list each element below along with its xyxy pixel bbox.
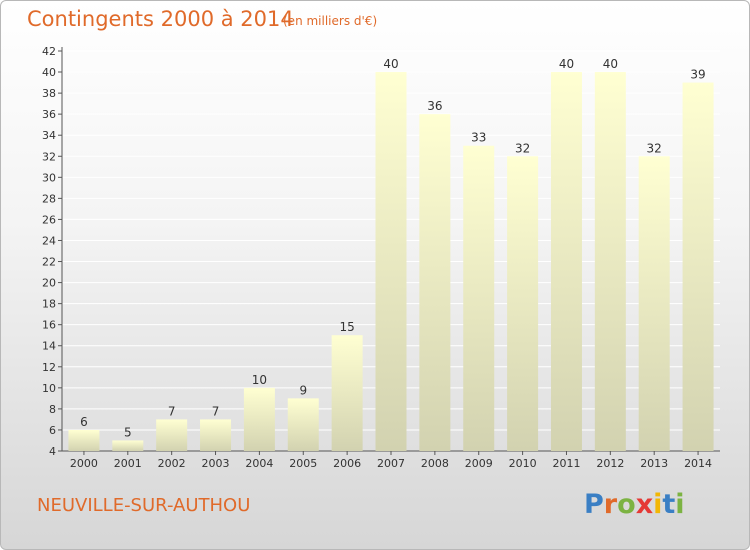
bar-2002 bbox=[156, 419, 188, 451]
x-tick-label: 2013 bbox=[640, 457, 668, 470]
y-tick-label: 26 bbox=[42, 213, 56, 226]
y-tick-label: 22 bbox=[42, 256, 56, 269]
y-tick-label: 42 bbox=[42, 45, 56, 58]
chart-title: Contingents 2000 à 2014 bbox=[27, 7, 294, 31]
x-tick-label: 2003 bbox=[202, 457, 230, 470]
data-label: 7 bbox=[212, 404, 220, 418]
bar-2011 bbox=[550, 72, 582, 451]
x-tick-label: 2000 bbox=[70, 457, 98, 470]
bar-2014 bbox=[682, 82, 714, 451]
bar-2006 bbox=[331, 335, 363, 451]
y-tick-label: 30 bbox=[42, 171, 56, 184]
y-tick-label: 40 bbox=[42, 66, 56, 79]
bar-2012 bbox=[594, 72, 626, 451]
data-label: 7 bbox=[168, 404, 176, 418]
data-label: 10 bbox=[252, 373, 267, 387]
bar-2010 bbox=[507, 156, 539, 451]
x-tick-label: 2009 bbox=[465, 457, 493, 470]
bar-2013 bbox=[638, 156, 670, 451]
x-tick-label: 2007 bbox=[377, 457, 405, 470]
logo-letter: P bbox=[584, 489, 604, 520]
x-tick-label: 2010 bbox=[509, 457, 537, 470]
x-tick-labels: 2000 2001 2002 2003 2004 2005 2006 2007 2008 2009… bbox=[70, 457, 712, 470]
logo-letter: o bbox=[617, 489, 636, 520]
y-tick-label: 34 bbox=[42, 129, 56, 142]
x-tick-label: 2002 bbox=[158, 457, 186, 470]
y-tick-label: 38 bbox=[42, 87, 56, 100]
bar-2001 bbox=[112, 440, 144, 451]
y-tick-label: 8 bbox=[49, 403, 56, 416]
y-tick-labels: 4 6 8 10 12 14 16 18 20 22 24 26 28 30 32 34 36 38 40 42 bbox=[42, 45, 56, 458]
y-tick-label: 36 bbox=[42, 108, 56, 121]
data-label: 5 bbox=[124, 425, 132, 439]
y-tick-label: 6 bbox=[49, 424, 56, 437]
y-tick-label: 12 bbox=[42, 361, 56, 374]
y-tick-label: 28 bbox=[42, 192, 56, 205]
y-tick-label: 32 bbox=[42, 150, 56, 163]
y-tick-label: 14 bbox=[42, 340, 56, 353]
y-tick-label: 20 bbox=[42, 277, 56, 290]
data-label: 9 bbox=[299, 383, 307, 397]
bar-2009 bbox=[463, 145, 495, 451]
y-tick-label: 24 bbox=[42, 234, 56, 247]
data-label: 40 bbox=[603, 57, 618, 71]
data-label: 32 bbox=[515, 141, 530, 155]
data-label: 33 bbox=[471, 131, 486, 145]
data-label: 32 bbox=[647, 141, 662, 155]
data-label: 40 bbox=[559, 57, 574, 71]
data-label: 40 bbox=[383, 57, 398, 71]
logo-letter: x bbox=[635, 489, 654, 520]
data-label: 15 bbox=[339, 320, 354, 334]
x-tick-label: 2006 bbox=[333, 457, 361, 470]
bar-2008 bbox=[419, 114, 451, 451]
bar-2004 bbox=[243, 387, 275, 451]
bars bbox=[68, 72, 714, 451]
x-tick-label: 2004 bbox=[245, 457, 273, 470]
y-tick-label: 4 bbox=[49, 445, 56, 458]
bar-2005 bbox=[287, 398, 319, 451]
bar-2007 bbox=[375, 72, 407, 451]
data-label: 6 bbox=[80, 415, 88, 429]
y-tick-label: 18 bbox=[42, 298, 56, 311]
commune-name: NEUVILLE-SUR-AUTHOU bbox=[37, 495, 251, 516]
y-tick-label: 10 bbox=[42, 382, 56, 395]
x-tick-label: 2001 bbox=[114, 457, 142, 470]
logo-letter: i bbox=[653, 489, 663, 520]
bar-2000 bbox=[68, 429, 100, 451]
data-labels: 6 5 7 7 10 9 15 40 36 33 32 40 40 32 39 bbox=[80, 57, 706, 439]
logo-letter: r bbox=[603, 489, 618, 520]
logo-letter: i bbox=[675, 489, 685, 520]
bar-2003 bbox=[200, 419, 232, 451]
x-tick-label: 2011 bbox=[552, 457, 580, 470]
data-label: 36 bbox=[427, 99, 442, 113]
chart-subtitle: (en milliers d'€) bbox=[283, 14, 378, 28]
x-tick-label: 2005 bbox=[289, 457, 317, 470]
x-tick-label: 2008 bbox=[421, 457, 449, 470]
x-tick-label: 2014 bbox=[684, 457, 712, 470]
logo-letter: t bbox=[662, 489, 676, 520]
x-tick-label: 2012 bbox=[596, 457, 624, 470]
y-tick-label: 16 bbox=[42, 319, 56, 332]
data-label: 39 bbox=[690, 68, 705, 82]
proxiti-logo: Proxiti bbox=[584, 489, 685, 520]
